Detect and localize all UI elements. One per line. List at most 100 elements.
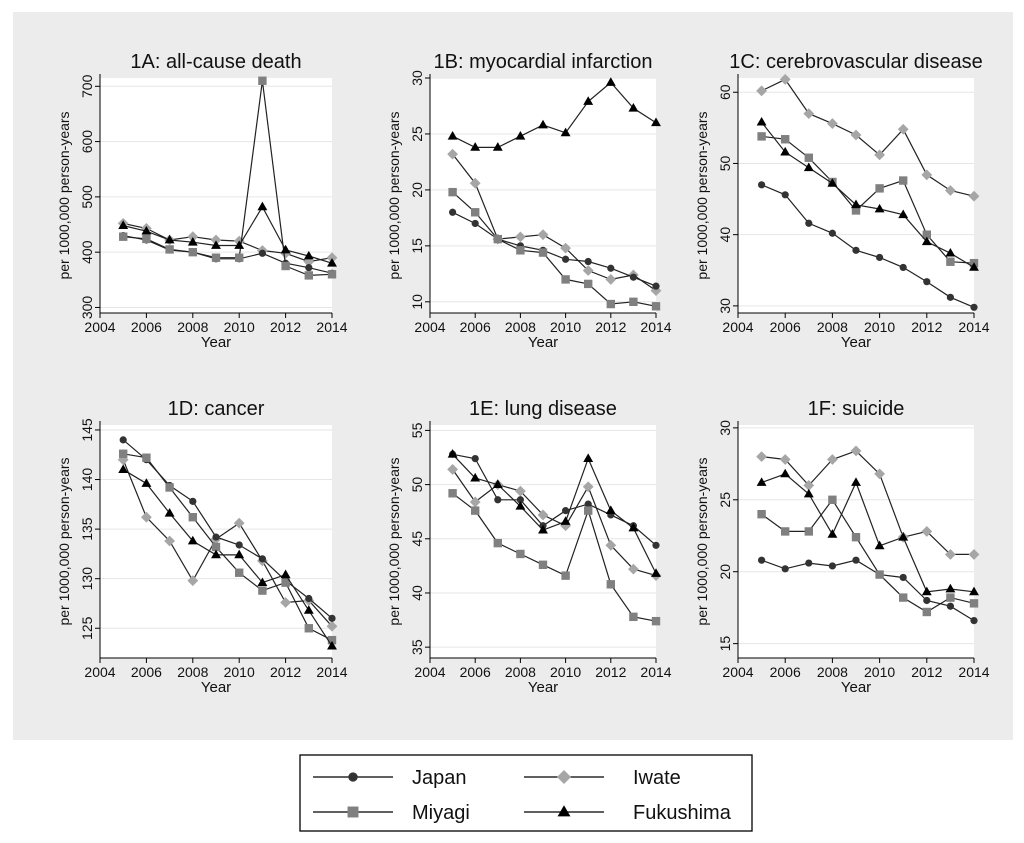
data-point-miyagi: [448, 187, 457, 197]
x-axis-title: Year: [528, 679, 558, 696]
series-fukushima: [118, 201, 337, 267]
data-point-fukushima: [921, 586, 932, 596]
x-tick-label: 2006: [131, 319, 162, 335]
legend-marker-fukushima: [557, 805, 571, 817]
data-point-fukushima: [327, 640, 337, 650]
series-line-fukushima: [122, 469, 333, 647]
series-line-japan: [452, 453, 657, 546]
data-point-fukushima: [187, 535, 198, 545]
x-tick-label: 2014: [958, 319, 989, 335]
data-point-miyagi: [448, 489, 457, 498]
data-point-japan: [852, 246, 860, 254]
y-tick-label: 15: [717, 636, 733, 652]
data-point-miyagi: [258, 76, 267, 85]
series-miyagi: [448, 187, 661, 311]
data-point-iwate: [827, 454, 838, 465]
data-point-iwate: [945, 549, 956, 560]
series-fukushima: [118, 464, 337, 650]
data-point-miyagi: [516, 549, 525, 559]
data-point-miyagi: [629, 612, 638, 622]
series-miyagi: [119, 449, 337, 645]
data-point-fukushima: [211, 240, 221, 249]
data-point-fukushima: [780, 146, 791, 156]
y-tick-label: 145: [79, 418, 95, 442]
x-tick-label: 2008: [817, 319, 848, 335]
y-tick-label: 15: [409, 238, 425, 254]
y-tick-label: 30: [409, 70, 425, 86]
y-tick-label: 500: [79, 185, 95, 209]
data-point-miyagi: [235, 568, 244, 577]
data-point-japan: [235, 541, 243, 549]
series-line-iwate: [452, 153, 657, 292]
data-point-iwate: [897, 123, 909, 135]
data-point-iwate: [628, 563, 639, 575]
series-fukushima: [756, 468, 979, 596]
data-point-fukushima: [257, 577, 268, 587]
data-point-iwate: [945, 185, 956, 196]
data-point-japan: [562, 507, 570, 515]
data-point-miyagi: [757, 509, 766, 519]
y-axis-title: per 1000,000 person-years: [694, 111, 710, 279]
series-line-japan: [452, 211, 657, 287]
series-miyagi: [757, 495, 979, 617]
data-point-japan: [189, 497, 197, 505]
y-tick-label: 140: [79, 468, 95, 492]
x-tick-label: 2012: [270, 664, 301, 680]
x-tick-label: 2006: [460, 664, 491, 680]
x-tick-label: 2004: [84, 664, 115, 680]
x-tick-label: 2014: [316, 319, 347, 335]
y-tick-label: 30: [717, 420, 733, 436]
panel-1c: 30 40 50 60 2004 2006 2008 2010 2012 2014 Year per …: [694, 51, 990, 351]
data-point-fukushima: [234, 549, 245, 559]
data-point-iwate: [921, 526, 933, 537]
data-point-miyagi: [946, 593, 955, 602]
series-line-miyagi: [452, 492, 657, 622]
data-point-miyagi: [899, 593, 908, 602]
data-point-japan: [494, 496, 502, 504]
x-tick-label: 2012: [911, 319, 942, 335]
x-tick-label: 2004: [722, 319, 753, 335]
data-point-fukushima: [560, 127, 571, 137]
data-point-fukushima: [945, 247, 956, 257]
series-iwate: [756, 445, 980, 560]
series-line-japan: [761, 184, 975, 308]
data-point-japan: [758, 556, 766, 564]
data-point-miyagi: [188, 513, 197, 522]
data-point-fukushima: [141, 478, 152, 487]
data-point-japan: [516, 496, 525, 504]
data-point-miyagi: [165, 483, 174, 492]
data-point-japan: [852, 556, 860, 564]
data-point-fukushima: [921, 236, 932, 246]
data-point-iwate: [779, 454, 791, 465]
data-point-miyagi: [165, 245, 174, 254]
data-point-iwate: [447, 464, 458, 475]
x-tick-label: 2008: [817, 664, 848, 680]
data-point-miyagi: [235, 253, 244, 262]
data-point-iwate: [164, 535, 175, 547]
data-point-miyagi: [119, 449, 128, 458]
series-line-miyagi: [761, 498, 975, 613]
data-point-japan: [471, 454, 479, 463]
data-point-miyagi: [516, 246, 525, 255]
y-axis-title: per 1000,000 person-years: [694, 457, 710, 625]
data-point-miyagi: [327, 635, 337, 645]
x-tick-label: 2004: [84, 319, 115, 335]
data-point-miyagi: [304, 271, 313, 280]
data-point-fukushima: [851, 199, 861, 209]
x-tick-label: 2008: [177, 664, 208, 680]
data-point-japan: [758, 181, 766, 189]
series-line-fukushima: [123, 205, 333, 264]
plot-area: [738, 425, 974, 658]
x-tick-label: 2012: [270, 319, 301, 335]
legend-marker-japan: [348, 772, 358, 782]
series-japan: [758, 181, 978, 311]
data-point-japan: [562, 255, 570, 263]
series-line-iwate: [761, 450, 974, 556]
legend-entry-miyagi: Miyagi: [313, 802, 470, 824]
series-japan: [449, 208, 660, 290]
y-tick-label: 35: [409, 639, 425, 655]
y-tick-label: 50: [717, 155, 733, 171]
data-point-iwate: [537, 509, 549, 521]
data-point-miyagi: [781, 135, 790, 144]
data-point-fukushima: [651, 117, 661, 127]
